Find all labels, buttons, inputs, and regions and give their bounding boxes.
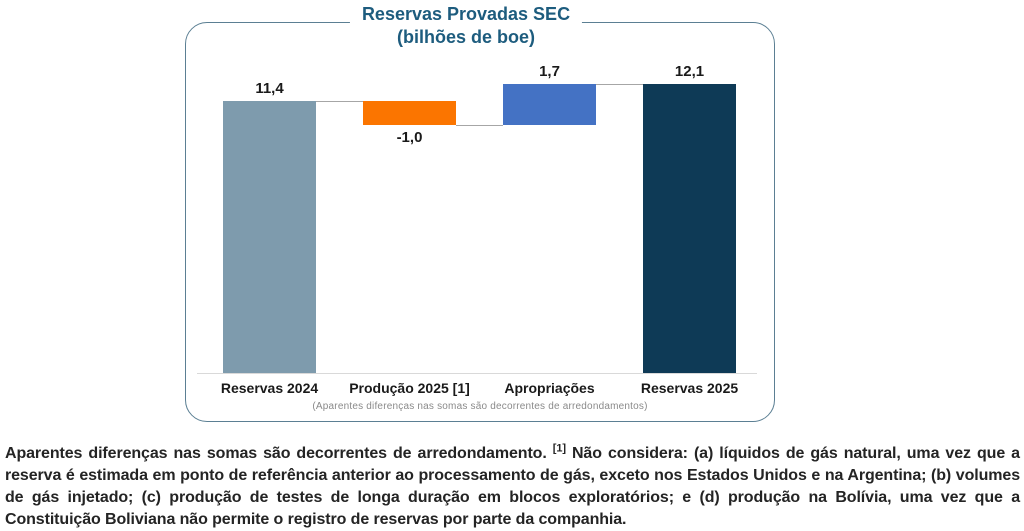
- bar-2: [363, 101, 456, 125]
- waterfall-chart-frame: Reservas Provadas SEC (bilhões de boe) 1…: [185, 3, 775, 422]
- value-label-3: 1,7: [539, 63, 560, 81]
- waterfall-plot: 11,4 Reservas 2024 -1,0 Produção 2025 [1] 1,…: [186, 23, 774, 421]
- value-label-2: -1,0: [396, 128, 423, 146]
- footnote-superscript-1: [1]: [552, 442, 566, 455]
- connector-1: [316, 101, 363, 103]
- bar-4: [643, 84, 736, 373]
- bar-1: [223, 101, 316, 373]
- connector-3: [596, 84, 643, 86]
- x-axis-line: [197, 373, 757, 374]
- chart-rounding-note: (Aparentes diferenças nas somas são deco…: [312, 401, 648, 412]
- chart-title: Reservas Provadas SEC (bilhões de boe): [349, 3, 583, 49]
- bar-3: [503, 84, 596, 125]
- category-label-1: Reservas 2024: [220, 380, 319, 396]
- chart-title-line1: Reservas Provadas SEC: [361, 4, 571, 24]
- connector-2: [456, 124, 503, 126]
- footnote-text-1: Aparentes diferenças nas somas são decor…: [5, 445, 553, 462]
- category-label-3: Apropriações: [504, 380, 595, 396]
- category-label-2: Produção 2025 [1]: [349, 380, 470, 396]
- chart-title-line2: (bilhões de boe): [396, 27, 535, 47]
- value-label-4: 12,1: [674, 63, 705, 81]
- value-label-1: 11,4: [255, 80, 284, 98]
- category-label-4: Reservas 2025: [640, 380, 739, 396]
